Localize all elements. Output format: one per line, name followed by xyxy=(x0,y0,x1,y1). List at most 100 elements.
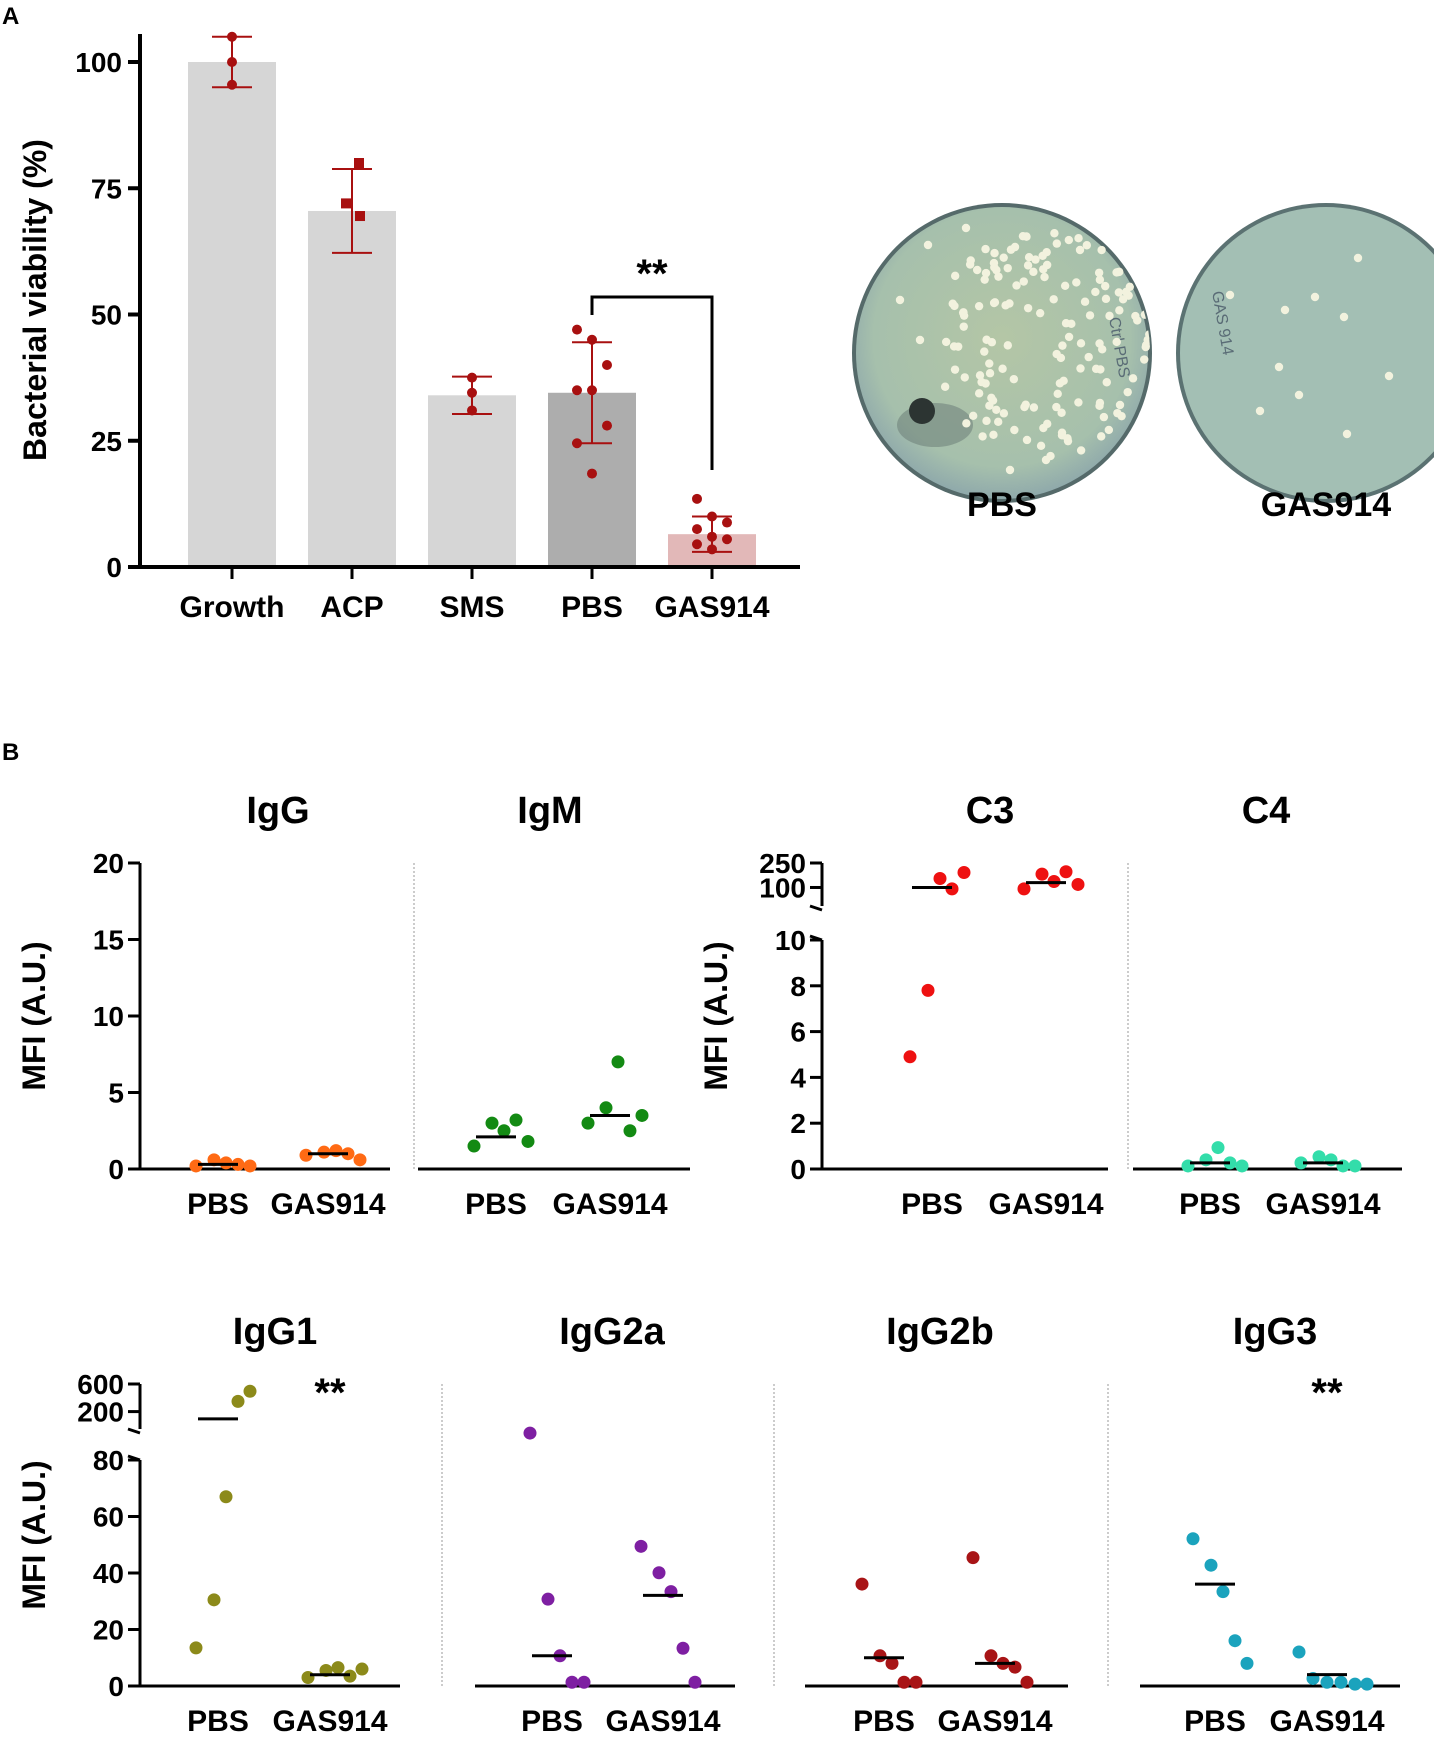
colony xyxy=(1310,292,1320,302)
colony xyxy=(980,347,989,356)
colony xyxy=(1094,268,1104,277)
colony xyxy=(990,298,1000,307)
data-point xyxy=(1186,1532,1200,1546)
colony xyxy=(1074,233,1083,243)
colony xyxy=(1005,299,1014,308)
data-point xyxy=(354,158,364,168)
colony xyxy=(1114,288,1124,297)
data-point xyxy=(611,1055,625,1069)
x-tick-label: GAS914 xyxy=(605,1705,720,1738)
y-tick-label: 25 xyxy=(91,426,122,457)
colony xyxy=(1225,290,1235,300)
y-tick-label: 4 xyxy=(790,1062,806,1093)
data-point xyxy=(602,420,612,431)
colony xyxy=(1112,337,1121,347)
colony xyxy=(1117,411,1126,421)
colony xyxy=(1055,379,1065,388)
colony xyxy=(1009,374,1019,384)
panel-a-bar-chart: Growth ACP SMS PBS GAS914 0 25 50 75 100 Bacterial… xyxy=(17,31,800,624)
colony xyxy=(1085,311,1095,320)
x-tick-label: GAS914 xyxy=(272,1705,387,1738)
data-point xyxy=(467,1139,481,1153)
colony xyxy=(1058,341,1067,350)
plate-label-pbs: PBS xyxy=(967,486,1037,524)
x-tick-label: PBS xyxy=(187,1705,249,1738)
data-point xyxy=(341,198,351,209)
colony xyxy=(965,260,975,269)
colony xyxy=(1005,465,1015,475)
y-tick-label: 20 xyxy=(93,1615,124,1646)
plot-title: IgG1 xyxy=(233,1311,317,1353)
data-point xyxy=(1240,1656,1254,1670)
colony xyxy=(1035,308,1045,318)
colony xyxy=(992,405,1001,414)
data-point xyxy=(189,1159,203,1173)
data-point xyxy=(873,1649,887,1663)
data-point xyxy=(897,1675,911,1689)
plot-igg2b: IgG2b PBS GAS914 xyxy=(773,1311,1068,1738)
data-point xyxy=(497,1124,511,1138)
colony xyxy=(981,244,990,254)
x-tick-label: GAS914 xyxy=(552,1188,667,1221)
colony xyxy=(972,265,982,275)
colony xyxy=(1060,281,1070,290)
colony xyxy=(1097,245,1106,255)
data-point xyxy=(353,1153,367,1167)
colony xyxy=(1010,425,1019,435)
colony xyxy=(1384,371,1394,381)
colony xyxy=(1022,232,1031,241)
colony xyxy=(974,389,984,398)
colony xyxy=(1072,278,1081,287)
colony xyxy=(985,359,994,368)
plot-igm: IgM PBS GAS914 xyxy=(413,790,690,1221)
colony xyxy=(1255,406,1265,416)
colony xyxy=(1061,319,1071,328)
colony xyxy=(994,272,1003,281)
colony xyxy=(1122,287,1131,297)
data-point xyxy=(692,524,702,535)
data-point xyxy=(722,534,732,545)
x-tick-label: GAS914 xyxy=(1265,1188,1380,1221)
data-point xyxy=(509,1113,523,1127)
data-point xyxy=(984,1649,998,1663)
y-tick-label: 10 xyxy=(93,1001,124,1032)
y-tick-label: 15 xyxy=(93,925,124,956)
colony xyxy=(1041,455,1051,465)
colony xyxy=(959,311,969,320)
plot-title: C3 xyxy=(966,790,1015,832)
colony xyxy=(1091,364,1101,374)
y-tick-label: 100 xyxy=(759,872,806,903)
data-point xyxy=(599,1101,613,1115)
x-tick-label: Growth xyxy=(180,591,285,624)
data-point xyxy=(1204,1558,1218,1572)
colony xyxy=(1029,403,1039,412)
y-axis-label: MFI (A.U.) xyxy=(16,941,52,1090)
data-point xyxy=(966,1551,980,1565)
colony xyxy=(1031,255,1040,264)
plot-title: IgG2a xyxy=(559,1311,665,1353)
plot-igg2a: IgG2a PBS GAS914 xyxy=(441,1311,735,1738)
data-point xyxy=(227,57,237,67)
colony xyxy=(1104,425,1114,435)
colony xyxy=(1057,408,1066,417)
data-point xyxy=(933,871,947,885)
colony xyxy=(1080,297,1090,306)
colony xyxy=(1274,362,1284,372)
colony xyxy=(1118,295,1128,304)
colony xyxy=(1076,446,1086,455)
data-point xyxy=(634,1539,648,1553)
colony xyxy=(1101,281,1110,291)
data-point xyxy=(572,324,582,335)
colony xyxy=(1010,242,1020,252)
plate-pbs-image: Ctrl PBS xyxy=(852,203,1152,503)
significance-bracket xyxy=(590,295,714,470)
colony xyxy=(1003,263,1012,273)
colony xyxy=(985,369,995,378)
axis-break-mark xyxy=(809,904,823,912)
colony xyxy=(980,275,989,284)
colony xyxy=(923,240,933,250)
